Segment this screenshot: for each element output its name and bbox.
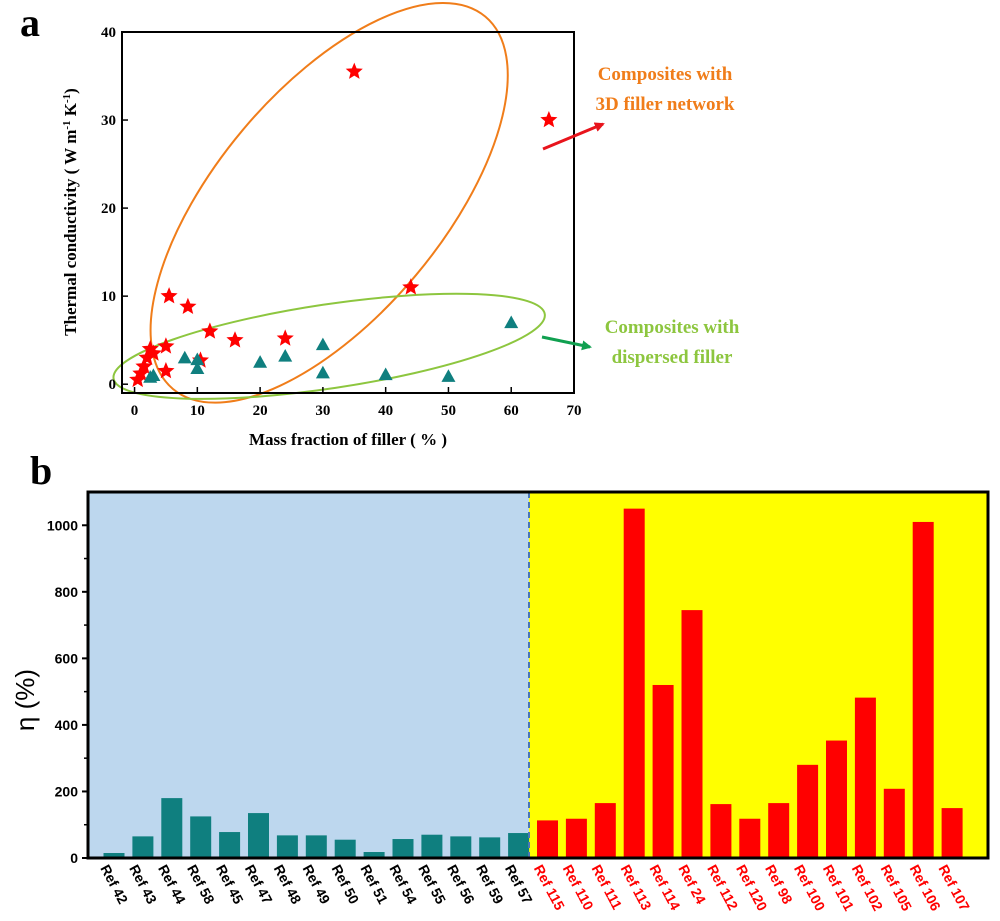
bar bbox=[219, 832, 241, 858]
bar bbox=[797, 764, 819, 858]
red-arrow bbox=[542, 122, 605, 151]
bar bbox=[594, 803, 616, 858]
annotation-dispersed-line1: Composites with bbox=[605, 317, 740, 338]
star-point bbox=[157, 362, 175, 379]
star-point bbox=[402, 278, 420, 295]
bar bbox=[652, 684, 674, 858]
bar bbox=[623, 508, 645, 858]
bar bbox=[450, 836, 472, 858]
bar bbox=[363, 852, 385, 858]
bar bbox=[941, 808, 963, 858]
panel-a-label: a bbox=[20, 0, 40, 45]
annotation-3d-line1: Composites with bbox=[598, 64, 733, 85]
y-tick-label-b: 600 bbox=[55, 650, 79, 666]
bar bbox=[537, 820, 558, 858]
triangle-point bbox=[278, 349, 293, 362]
star-point bbox=[144, 344, 162, 361]
bar bbox=[161, 798, 183, 858]
star-point bbox=[138, 348, 156, 366]
background-3d-network bbox=[529, 492, 988, 858]
triangle-point bbox=[190, 352, 205, 366]
bar bbox=[681, 610, 703, 858]
axis-ticks-b: 0 200 400 600 800 1000 bbox=[47, 517, 88, 866]
bar bbox=[190, 816, 212, 858]
bar bbox=[305, 835, 327, 858]
star-point bbox=[226, 331, 244, 348]
bar bbox=[276, 835, 298, 858]
triangle-point bbox=[441, 369, 456, 382]
bar bbox=[854, 697, 876, 858]
triangle-point bbox=[146, 368, 161, 381]
x-tick-label-a: 0 bbox=[131, 403, 139, 419]
scatter-plot: 0 10 20 30 40 50 60 70 0 10 20 30 40 Mass fraction o… bbox=[61, 1, 740, 449]
annotation-dispersed-line2: dispersed filler bbox=[612, 347, 733, 368]
bar bbox=[421, 834, 443, 858]
star-point bbox=[345, 62, 363, 79]
ellipse-dispersed bbox=[112, 292, 546, 400]
bar bbox=[248, 813, 269, 858]
star-point bbox=[135, 357, 153, 374]
x-axis-label-a: Mass fraction of filler ( % ) bbox=[249, 430, 447, 449]
bar bbox=[479, 837, 501, 858]
bar bbox=[883, 788, 905, 858]
green-arrow bbox=[541, 335, 592, 351]
background-dispersed bbox=[88, 492, 529, 858]
bar-marks bbox=[103, 508, 963, 858]
bar bbox=[508, 833, 530, 858]
annotation-3d-line2: 3D filler network bbox=[596, 94, 735, 115]
star-point bbox=[179, 297, 197, 314]
y-tick-label-b: 800 bbox=[55, 584, 79, 600]
triangle-point bbox=[177, 350, 192, 364]
triangle-point bbox=[315, 337, 330, 351]
star-point bbox=[157, 337, 175, 354]
bar bbox=[768, 803, 790, 858]
triangle-point bbox=[378, 367, 393, 381]
bar bbox=[826, 740, 847, 858]
bar bbox=[565, 818, 587, 858]
y-tick-label-b: 200 bbox=[55, 783, 79, 799]
y-tick-label-a: 0 bbox=[109, 377, 117, 393]
bar bbox=[132, 836, 154, 858]
y-tick-label-a: 40 bbox=[101, 25, 116, 41]
y-tick-label-b: 0 bbox=[70, 850, 78, 866]
x-tick-label-a: 20 bbox=[253, 403, 268, 419]
plot-frame-b bbox=[86, 490, 990, 860]
y-tick-label-b: 400 bbox=[55, 717, 79, 733]
x-tick-label-a: 60 bbox=[504, 403, 519, 419]
x-tick-label-a: 40 bbox=[378, 403, 393, 419]
x-tick-label-a: 10 bbox=[190, 403, 205, 419]
x-tick-label-a: 30 bbox=[315, 403, 330, 419]
triangle-point bbox=[504, 315, 519, 329]
y-axis-label-b: η (%) bbox=[10, 669, 40, 731]
triangle-point bbox=[190, 361, 205, 374]
y-tick-label-a: 30 bbox=[101, 113, 116, 129]
y-tick-label-a: 20 bbox=[101, 201, 116, 217]
bar bbox=[710, 804, 732, 858]
star-point bbox=[276, 329, 294, 346]
bar bbox=[334, 839, 356, 858]
bar bbox=[912, 521, 934, 858]
triangle-point bbox=[253, 355, 268, 368]
x-tick-label-a: 70 bbox=[567, 403, 582, 419]
star-point bbox=[201, 322, 219, 339]
bar bbox=[103, 853, 125, 858]
x-tick-label-a: 50 bbox=[441, 403, 456, 419]
plot-frame-a bbox=[121, 31, 575, 394]
y-axis-label-a: Thermal conductivity ( W m-1 K-1) bbox=[61, 88, 80, 336]
axis-ticks-a: 0 10 20 30 40 50 60 70 0 10 20 30 40 bbox=[101, 25, 582, 419]
star-point bbox=[540, 111, 558, 128]
star-point bbox=[160, 287, 178, 304]
triangle-point bbox=[315, 365, 330, 379]
star-point bbox=[132, 364, 150, 381]
bar bbox=[739, 818, 761, 858]
bar bbox=[392, 839, 414, 858]
panel-b-label: b bbox=[30, 448, 52, 493]
scatter-marks bbox=[129, 62, 558, 388]
y-tick-label-a: 10 bbox=[101, 289, 116, 305]
y-tick-label-b: 1000 bbox=[47, 517, 78, 533]
